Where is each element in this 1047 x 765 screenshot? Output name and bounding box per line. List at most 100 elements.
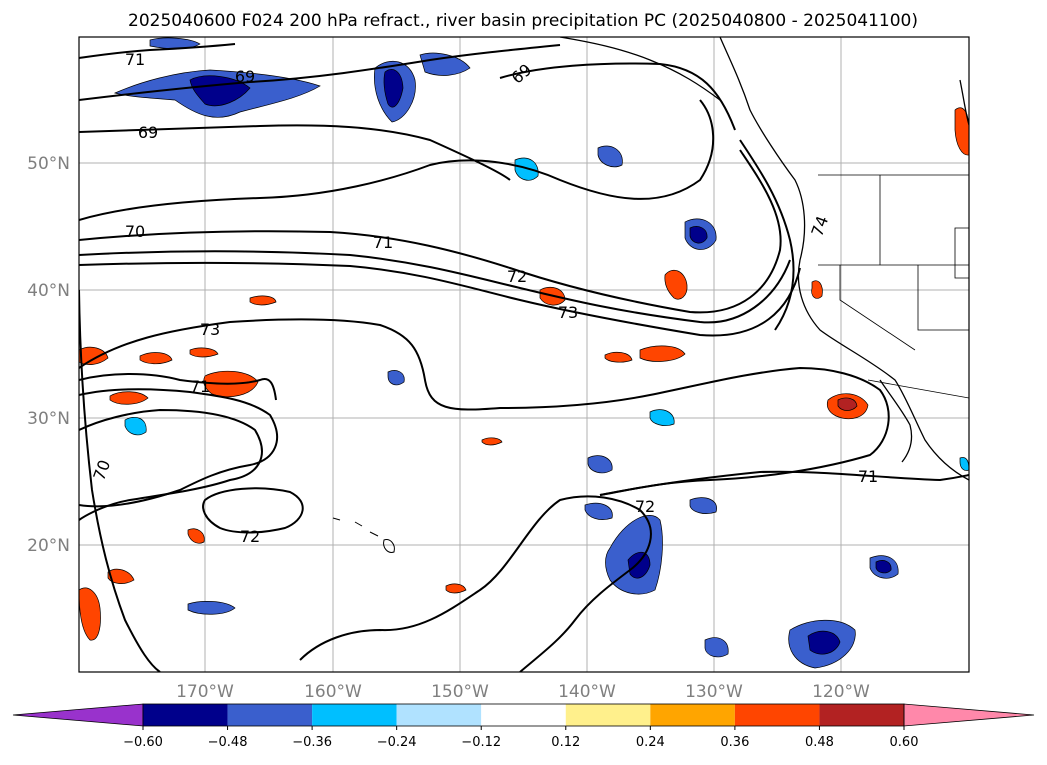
colorbar-extend-high [903,703,1035,727]
pos-region-southwest-1 [79,587,101,641]
island-1 [332,517,341,521]
lon-label-130w: 130°W [685,682,743,702]
lon-label-150w: 150°W [431,682,489,702]
neg-core-hawaii-east [627,552,651,579]
contour-74 [739,139,795,331]
pos-region-california [811,280,823,299]
political-borders [818,174,969,399]
neg-region-south-1 [704,637,729,658]
contour-label: 71 [373,233,393,252]
lon-label-140w: 140°W [558,682,616,702]
contour-70-west [79,289,161,672]
contour-label: 71 [125,50,145,69]
contour-label: 72 [507,267,527,286]
colorbar-tick-label: 0.36 [720,735,749,750]
longitude-labels: 170°W 160°W 150°W 140°W 130°W 120°W [176,682,870,702]
pos-core-baja [837,397,858,411]
colorbar-tick-label: 0.60 [890,735,919,750]
colorbar-tick-label: −0.24 [377,735,417,750]
contour-69-c [499,62,736,131]
neg-core-gulf-alaska [383,69,404,108]
pos-region-southwest-3 [187,528,205,544]
lat-label-50n: 50°N [27,154,70,174]
colorbar-tick-label: 0.24 [636,735,665,750]
hawaiian-islands [332,517,395,553]
border-state-4 [839,265,916,351]
colorbar-tick-label: −0.12 [461,735,501,750]
contour-71-south [79,373,277,401]
contour-label: 71 [190,377,210,396]
pos-region-northeast-edge [954,107,969,156]
contour-71-mid [79,149,782,314]
colorbar-extend-low [12,703,144,727]
contour-70 [79,99,715,221]
neg-region-southwest [187,601,236,615]
neg-core-south-2 [807,630,841,655]
contour-label: 71 [858,467,878,486]
neg-core-offshore-oregon [689,226,708,244]
border-state-3 [917,265,969,331]
refractivity-contours [79,43,969,672]
figure-title: 2025040600 F024 200 hPa refract., river … [128,11,918,31]
pos-region-mid-2 [604,351,633,363]
plot-area: 71 69 69 69 70 71 72 73 74 73 71 70 72 7… [79,37,969,672]
neg-core-south-3 [875,560,892,574]
lon-label-170w: 170°W [176,682,234,702]
colorbar-swatch [734,704,820,726]
coastlines [559,37,969,481]
colorbar-swatch [565,704,651,726]
colorbar-tick-label: −0.36 [292,735,332,750]
contour-label: 72 [240,527,260,546]
colorbar-swatch [819,704,904,726]
neg-region-mid-north-2 [597,145,623,168]
contour-71-south-b [79,408,263,521]
colorbar-tick-label: 0.48 [805,735,834,750]
contour-71-north [79,43,236,59]
border-state-5 [954,227,969,279]
border-us-mexico [867,379,969,399]
colorbar-frame [142,703,905,727]
pos-region-west-1 [79,346,109,365]
colorbar-swatch [227,704,313,726]
lat-label-40n: 40°N [27,281,70,301]
neg-region-central-3 [649,409,675,426]
colorbar-tick-label: 0.12 [551,735,580,750]
lon-label-120w: 120°W [812,682,870,702]
contour-72-mid [79,250,791,324]
pos-region-west-2 [139,352,173,365]
pos-region-small-2 [481,437,503,446]
contour-69-b [79,124,511,181]
lat-label-30n: 30°N [27,409,70,429]
island-2 [354,521,363,527]
contour-72-closed [202,487,304,534]
alaska-coast [559,37,721,101]
neg-region-central-4 [584,502,613,520]
contour-71-east [599,470,969,496]
neg-region-nw [149,37,201,50]
colorbar-swatch [650,704,735,726]
colorbar-swatch [312,704,397,726]
colorbar-tick-label: −0.48 [208,735,248,750]
island-4 [383,539,395,553]
lat-label-20n: 20°N [27,536,70,556]
neg-region-central-2 [587,455,613,474]
contour-69-a [79,44,561,101]
west-coast-north-america [719,37,969,481]
contour-label: 70 [125,222,145,241]
contour-72-south [299,495,652,672]
neg-region-east-1 [689,497,717,514]
contour-73-mid [79,261,801,337]
lon-label-160w: 160°W [304,682,362,702]
pos-region-mid-3 [639,345,686,362]
contour-label: 69 [138,123,158,142]
neg-region-west-30n [124,417,147,436]
contour-73-south [79,318,890,496]
pos-region-west-5 [189,347,219,358]
island-3 [369,531,379,537]
baja-california [879,379,913,463]
latitude-labels: 50°N 40°N 30°N 20°N [27,154,70,556]
pos-region-offshore-ca [664,269,688,300]
colorbar-swatch [143,704,228,726]
colorbar: −0.60 −0.48 −0.36 −0.24 −0.12 0.12 0.24 0.36 0.4… [12,703,1035,750]
